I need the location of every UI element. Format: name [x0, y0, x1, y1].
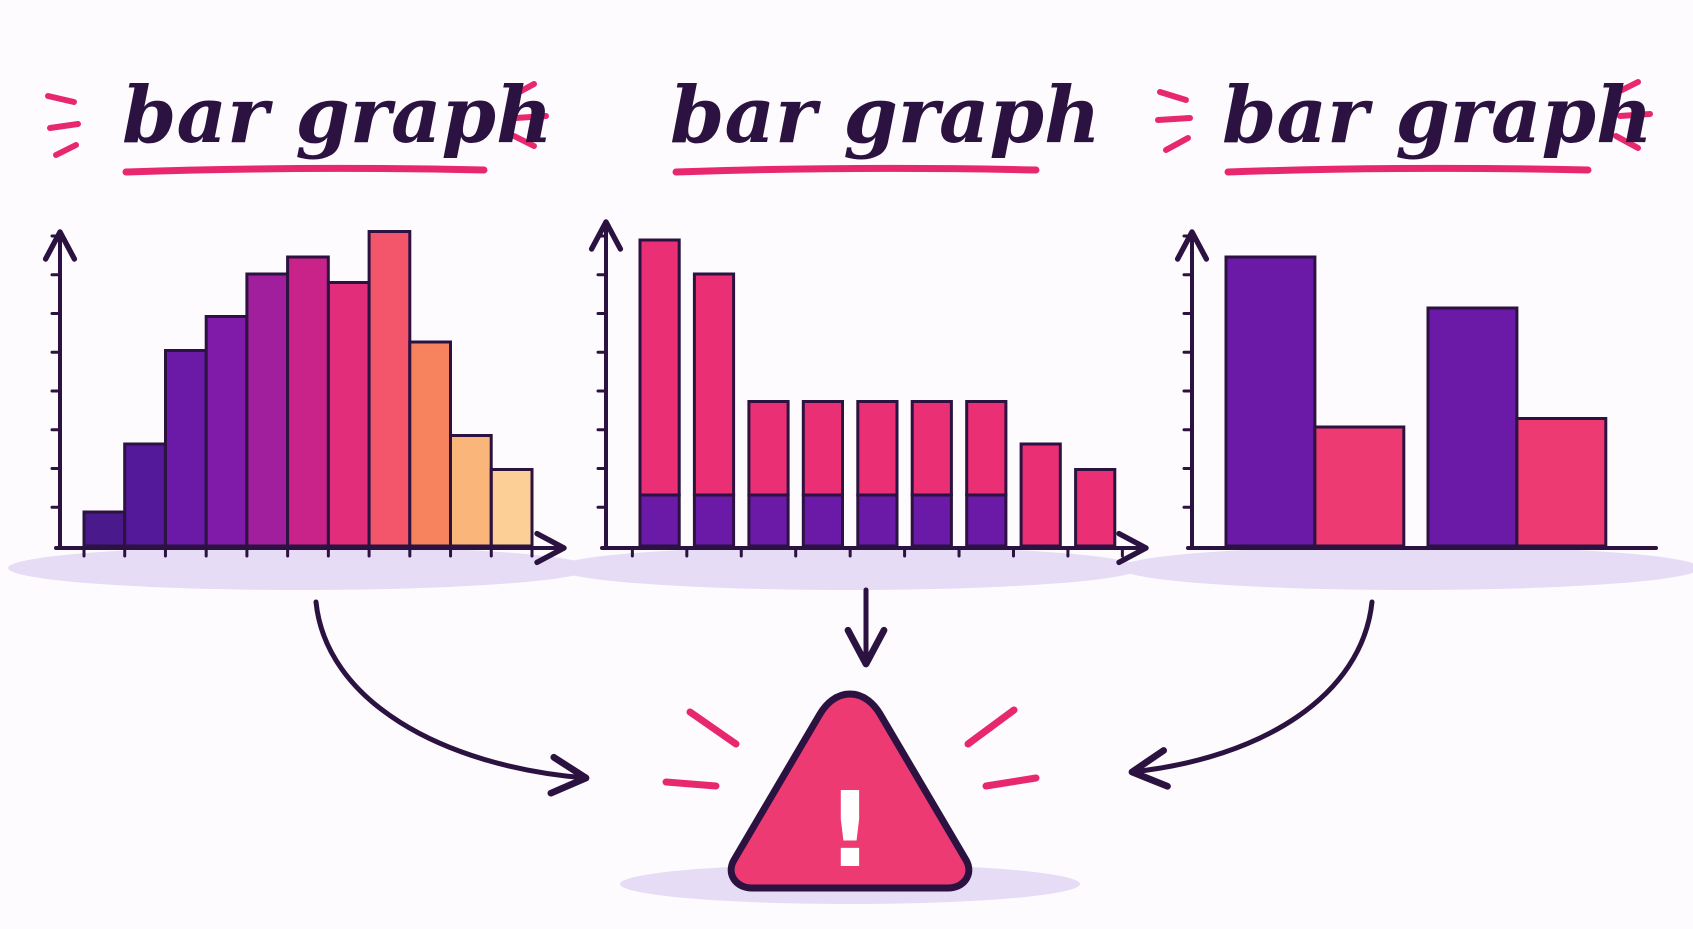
bar — [1224, 255, 1317, 548]
x-ticks — [82, 546, 534, 558]
bar-segment — [965, 400, 1008, 497]
x-ticks — [630, 546, 1124, 558]
bar-segment — [1074, 468, 1117, 548]
bar — [1426, 306, 1519, 548]
flow-arrows — [313, 587, 1375, 797]
bar-segment — [856, 493, 899, 548]
panel-title: bar graph — [122, 70, 553, 161]
chart-shadow — [8, 546, 592, 590]
title-underline — [122, 164, 488, 176]
bar — [123, 442, 167, 548]
exclamation-mark: ! — [826, 769, 873, 891]
bar-segment — [692, 493, 736, 548]
chart-axes — [588, 219, 1149, 566]
bar-segment — [638, 493, 681, 548]
warning-triangle-icon — [727, 690, 973, 892]
sparkle-dash — [53, 142, 79, 158]
title-underline — [672, 164, 1040, 176]
bar-segment — [801, 400, 844, 497]
sparkle-dash — [509, 81, 537, 99]
bar-segment — [910, 493, 953, 548]
bar-segment — [692, 272, 736, 497]
title-sparkles-left — [1155, 89, 1193, 153]
sparkle-dash — [47, 121, 81, 131]
bar — [286, 255, 330, 548]
y-ticks — [596, 234, 608, 509]
title-sparkles-left — [45, 93, 81, 158]
bars — [82, 230, 534, 548]
sparkle-dash — [45, 93, 77, 105]
sparkle-dash — [1155, 115, 1193, 123]
bars — [1224, 255, 1608, 548]
y-ticks — [50, 234, 62, 509]
bar — [367, 230, 412, 548]
arrow-right-to-warning — [1128, 599, 1375, 790]
panel-1: bar graph — [8, 70, 592, 590]
bar — [1313, 425, 1406, 548]
chart-shadow — [556, 546, 1140, 590]
sparkle-dash — [982, 774, 1040, 790]
warning-sparkles — [662, 706, 1040, 790]
sparkle-dash — [1163, 135, 1191, 153]
panel-title: bar graph — [670, 70, 1101, 161]
bar-segment — [747, 493, 790, 548]
bar — [449, 434, 493, 548]
sparkle-dash — [1617, 111, 1653, 119]
y-ticks — [1182, 234, 1194, 509]
title-sparkles-right — [1611, 79, 1653, 151]
panel-title: bar graph — [1222, 70, 1653, 161]
panel-3: bar graph — [1120, 70, 1693, 590]
arrow-left-to-warning — [313, 599, 590, 797]
sparkle-dash — [1613, 133, 1641, 151]
sparkle-dash — [513, 113, 549, 121]
chart-axes — [42, 229, 567, 566]
bar — [326, 281, 371, 548]
chart-axes — [1174, 229, 1658, 550]
bar — [164, 349, 208, 548]
sparkle-dash — [662, 778, 720, 790]
bar — [82, 510, 127, 548]
bars — [638, 238, 1117, 548]
bar-segment — [1019, 442, 1062, 548]
bar — [245, 272, 290, 548]
bar-segment — [747, 400, 790, 497]
bar-segment — [856, 400, 899, 497]
bar-segment — [965, 493, 1008, 548]
bar — [204, 315, 249, 548]
sparkle-dash — [964, 706, 1018, 748]
bar — [408, 340, 452, 548]
bar-segment — [638, 238, 681, 497]
title-sparkles-right — [509, 81, 549, 149]
sparkle-dash — [511, 133, 537, 149]
warning: ! — [620, 690, 1080, 904]
sparkle-dash — [686, 708, 740, 748]
title-underline — [1224, 164, 1592, 176]
bar — [489, 468, 534, 548]
bar-segment — [801, 493, 844, 548]
bar — [1515, 417, 1608, 548]
panel-2: bar graph — [556, 70, 1149, 590]
chart-shadow — [1120, 546, 1693, 590]
bar-segment — [910, 400, 953, 497]
sparkle-dash — [1611, 79, 1641, 97]
sparkle-dash — [1157, 89, 1189, 103]
